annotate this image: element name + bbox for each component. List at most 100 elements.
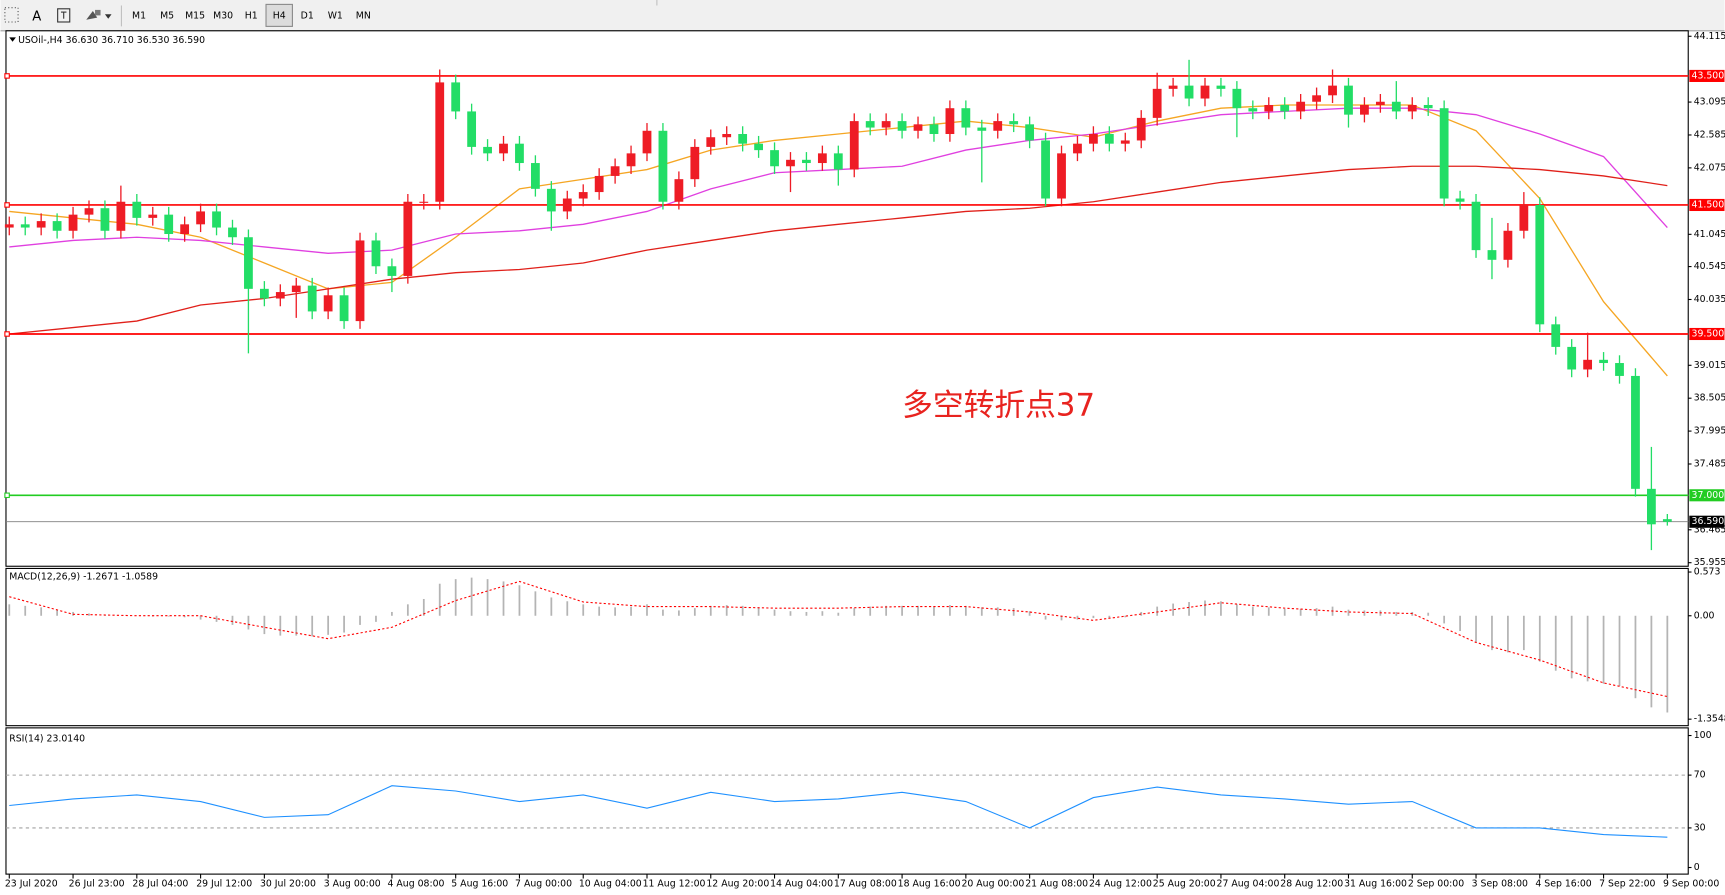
candle-body xyxy=(1009,121,1019,125)
candle-body xyxy=(196,211,205,225)
candle-body xyxy=(275,292,285,299)
candle-body xyxy=(1471,201,1481,251)
timeframe-button[interactable] xyxy=(209,4,237,27)
candle-body xyxy=(132,201,142,218)
candle-body xyxy=(483,146,492,154)
timeframe-label[interactable]: M1 xyxy=(132,10,146,21)
level-tag xyxy=(1689,198,1725,212)
annotation: 多空转折点37 xyxy=(902,387,1095,423)
candle-body xyxy=(371,240,381,267)
candle-body xyxy=(1407,104,1417,112)
candle-body xyxy=(626,153,636,167)
candle-body xyxy=(1152,88,1162,118)
level-handle xyxy=(4,73,10,79)
timeframe-label[interactable]: W1 xyxy=(328,10,343,21)
candle-body xyxy=(1041,140,1050,199)
candle-body xyxy=(578,192,588,199)
candle-body xyxy=(1025,124,1035,141)
level-label: 39.500 xyxy=(1692,328,1725,339)
candle-body xyxy=(1184,85,1194,99)
candle-body xyxy=(658,130,668,202)
candle-body xyxy=(977,127,987,131)
candle-body xyxy=(594,175,604,193)
candle-body xyxy=(706,137,716,147)
y-tick-label: 0.00 xyxy=(1694,610,1715,621)
x-tick-label: 12 Aug 20:00 xyxy=(706,879,769,890)
candle-body xyxy=(451,82,461,112)
grid-tool-icon[interactable] xyxy=(4,7,19,23)
text-tool[interactable]: A xyxy=(32,9,41,24)
candle-body xyxy=(1200,85,1210,99)
timeframe-label[interactable]: H4 xyxy=(273,10,286,21)
candle-body xyxy=(881,121,891,128)
candle-body xyxy=(499,143,508,154)
level-tag xyxy=(1689,69,1725,82)
y-tick-label: 37.485 xyxy=(1694,458,1725,469)
x-tick-label: 4 Sep 16:00 xyxy=(1535,879,1591,890)
candle-body xyxy=(467,111,477,147)
x-tick-label: 3 Sep 08:00 xyxy=(1472,879,1528,890)
candle-body xyxy=(1583,359,1593,370)
timeframe-button[interactable] xyxy=(125,4,153,27)
candle-body xyxy=(435,82,445,202)
y-tick-label: 38.505 xyxy=(1694,393,1725,404)
timeframe-button[interactable] xyxy=(294,4,321,27)
candle-body xyxy=(1439,108,1449,199)
candle-body xyxy=(1057,153,1066,199)
candle-body xyxy=(68,214,78,231)
candle-body xyxy=(259,288,269,299)
candle-body xyxy=(1519,204,1529,231)
candle-body xyxy=(1264,104,1274,112)
candle-body xyxy=(1312,95,1321,102)
level-label: 37.000 xyxy=(1692,490,1725,501)
timeframe-label[interactable]: M5 xyxy=(160,10,174,21)
candle-body xyxy=(355,240,365,322)
shapes-tool-icon[interactable] xyxy=(86,9,112,20)
candle-body xyxy=(929,124,939,135)
candle-body xyxy=(913,124,923,131)
timeframe-button[interactable] xyxy=(153,4,181,27)
candle-body xyxy=(1328,85,1337,96)
candle-body xyxy=(52,221,62,231)
timeframe-button[interactable] xyxy=(265,3,293,27)
signal-line xyxy=(9,580,1668,698)
timeframe-button[interactable] xyxy=(181,4,209,27)
x-tick-label: 21 Aug 08:00 xyxy=(1025,879,1088,890)
x-tick-label: 29 Jul 12:00 xyxy=(196,879,252,890)
x-tick-label: 20 Aug 00:00 xyxy=(961,879,1024,890)
x-tick-label: 28 Aug 12:00 xyxy=(1280,879,1343,890)
candle-body xyxy=(1344,85,1353,115)
candle-body xyxy=(865,121,875,128)
candle-body xyxy=(562,198,572,212)
candle-body xyxy=(1503,230,1513,260)
timeframe-label[interactable]: H1 xyxy=(245,10,258,21)
timeframe-label[interactable]: M30 xyxy=(213,10,233,21)
level-label: 43.500 xyxy=(1692,70,1725,81)
x-tick-label: 28 Jul 04:00 xyxy=(132,879,188,890)
y-tick-label: 42.075 xyxy=(1694,162,1725,173)
x-tick-label: 31 Aug 16:00 xyxy=(1344,879,1407,890)
candle-body xyxy=(307,285,317,312)
candle-body xyxy=(1216,85,1226,89)
timeframe-label[interactable]: D1 xyxy=(301,10,314,21)
timeframe-label[interactable]: M15 xyxy=(185,10,205,21)
collapse-arrow[interactable] xyxy=(9,37,16,42)
label-tool-icon[interactable] xyxy=(57,8,71,23)
level-handle xyxy=(4,202,10,208)
candle-body xyxy=(1232,88,1242,109)
candle-body xyxy=(4,224,14,228)
x-tick-label: 11 Aug 12:00 xyxy=(643,879,706,890)
timeframe-label[interactable]: MN xyxy=(356,10,371,21)
timeframe-button[interactable] xyxy=(237,4,265,27)
rsi-panel xyxy=(5,727,1689,875)
candle-body xyxy=(1615,363,1624,376)
timeframe-button[interactable] xyxy=(322,4,349,27)
timeframe-button[interactable] xyxy=(350,4,377,27)
x-tick-label: 26 Jul 23:00 xyxy=(69,879,125,890)
x-tick-label: 2 Sep 00:00 xyxy=(1408,879,1464,890)
candle-body xyxy=(1104,134,1114,144)
y-tick-label: 30 xyxy=(1694,822,1706,833)
candle-body xyxy=(546,188,556,212)
candle-body xyxy=(530,163,540,189)
